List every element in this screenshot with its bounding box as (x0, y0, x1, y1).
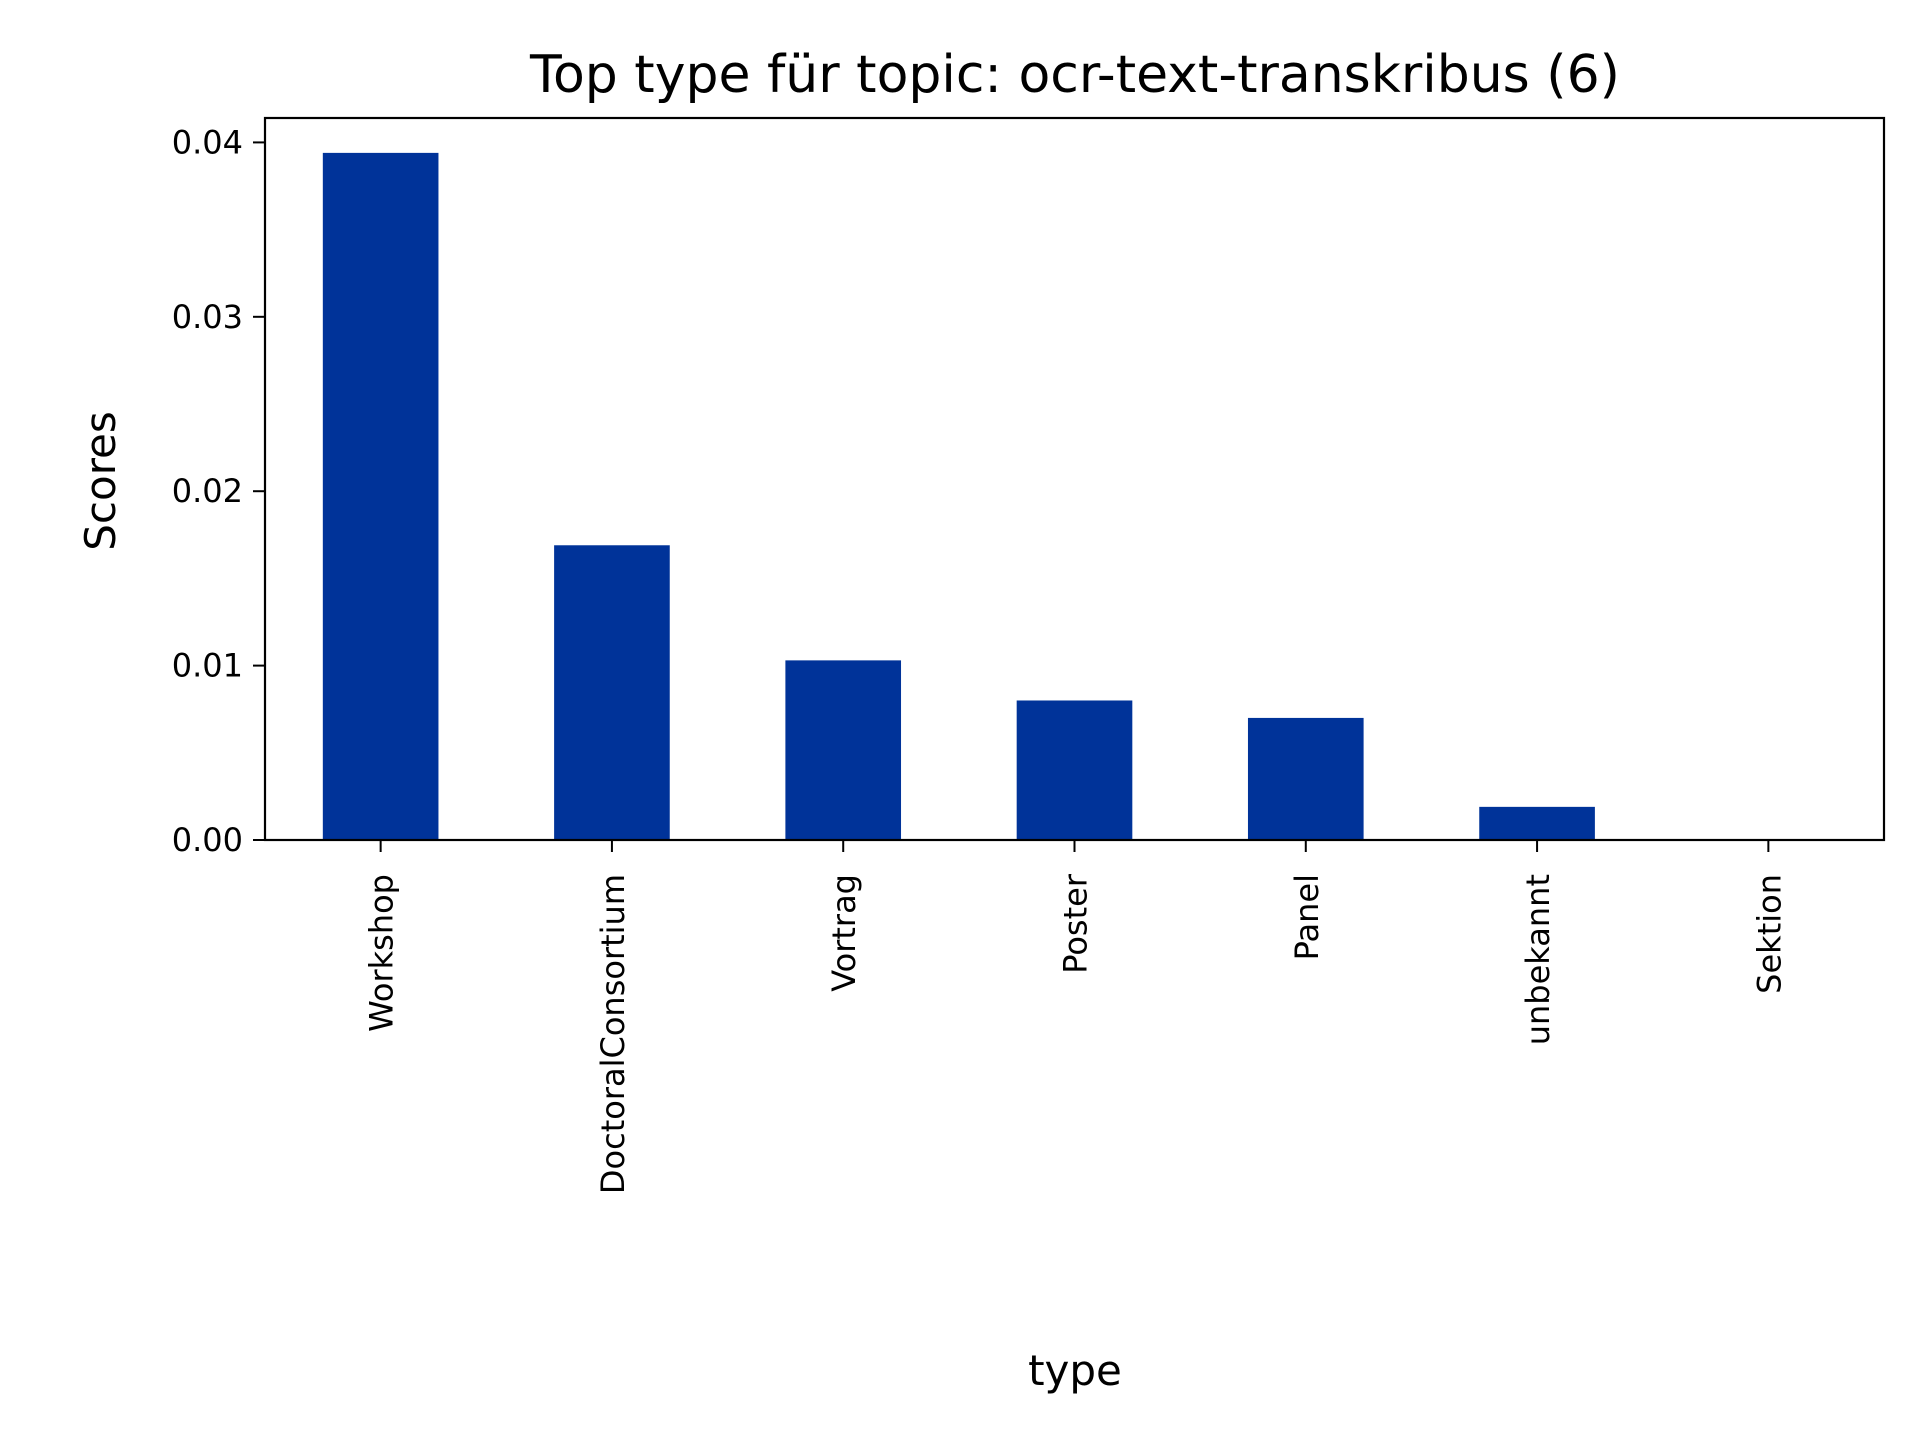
x-tick-label-vortrag: Vortrag (825, 874, 863, 992)
x-axis-label: type (1028, 1346, 1122, 1395)
x-tick-label-doctoralconsortium: DoctoralConsortium (594, 874, 632, 1194)
chart-title: Top type für topic: ocr-text-transkribus… (529, 45, 1620, 105)
bar-poster (1016, 700, 1133, 840)
plot-area: 0.00 0.01 0.02 0.03 0.04 Workshop DoctoralCons… (172, 116, 1886, 1194)
bar-panel (1247, 717, 1364, 840)
x-tick-label-poster: Poster (1057, 873, 1095, 974)
x-tick-label-unbekannt: unbekannt (1519, 874, 1557, 1045)
bar-doctoralconsortium (554, 545, 670, 840)
y-tick-label: 0.00 (172, 821, 243, 859)
x-tick-label-panel: Panel (1288, 874, 1326, 960)
bar-unbekannt (1479, 806, 1595, 840)
bar-workshop (322, 152, 439, 840)
bar-vortrag (785, 660, 902, 840)
y-tick-label: 0.02 (172, 472, 243, 510)
y-axis-label: Scores (76, 411, 125, 551)
x-tick-label-workshop: Workshop (363, 874, 401, 1032)
y-tick-label: 0.04 (172, 123, 243, 161)
y-tick-label: 0.01 (172, 647, 243, 685)
x-tick-label-sektion: Sektion (1750, 874, 1788, 994)
y-tick-label: 0.03 (172, 298, 243, 336)
